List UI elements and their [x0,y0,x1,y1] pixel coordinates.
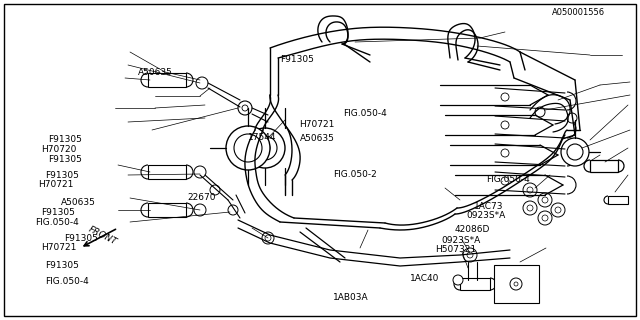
Circle shape [538,193,552,207]
Text: FIG.050-4: FIG.050-4 [486,175,530,184]
Text: FIG.050-4: FIG.050-4 [45,277,88,286]
Text: H70720: H70720 [42,145,77,154]
Text: H70721: H70721 [38,180,74,189]
Circle shape [501,149,509,157]
Circle shape [523,201,537,215]
Circle shape [210,185,220,195]
Bar [590,160,618,172]
Circle shape [535,107,545,117]
Bar [148,203,186,217]
Circle shape [501,121,509,129]
Circle shape [542,197,548,203]
Circle shape [196,77,208,89]
Text: 0923S*A: 0923S*A [442,236,481,245]
Text: A050001556: A050001556 [552,8,605,17]
Circle shape [501,177,509,185]
Circle shape [567,113,577,123]
Circle shape [463,248,477,262]
Text: 22670: 22670 [187,193,216,202]
Text: H70721: H70721 [300,120,335,129]
Text: 42086D: 42086D [454,225,490,234]
Circle shape [453,275,463,285]
Circle shape [242,105,248,111]
Bar [494,265,539,303]
Text: A50635: A50635 [300,134,334,143]
Text: H507321: H507321 [435,245,476,254]
Circle shape [228,205,238,215]
Text: F91305: F91305 [45,261,79,270]
Text: F91305: F91305 [48,155,82,164]
Circle shape [538,211,552,225]
Text: 1AC40: 1AC40 [410,274,439,283]
Circle shape [226,126,270,170]
Circle shape [527,205,533,211]
Text: F91305: F91305 [280,55,314,64]
Circle shape [197,78,207,88]
Text: 1AC73: 1AC73 [474,202,503,211]
Text: F91305: F91305 [45,171,79,180]
Text: A50635: A50635 [61,198,95,207]
Text: FIG.050-2: FIG.050-2 [333,170,376,179]
Text: A50635: A50635 [138,68,172,77]
Bar [608,196,628,204]
Text: FIG.050-4: FIG.050-4 [35,218,79,227]
Text: 17544: 17544 [248,133,277,142]
Bar [148,73,186,87]
Circle shape [501,93,509,101]
Circle shape [555,207,561,213]
Circle shape [527,187,533,193]
Circle shape [551,203,565,217]
Circle shape [542,215,548,221]
Text: F91305: F91305 [42,208,76,217]
Circle shape [510,278,522,290]
Text: F91305: F91305 [48,135,82,144]
Text: FRONT: FRONT [87,225,119,247]
Circle shape [194,204,206,216]
Circle shape [260,143,270,153]
Circle shape [238,101,252,115]
Circle shape [523,183,537,197]
Text: 0923S*A: 0923S*A [466,211,505,220]
Circle shape [194,166,206,178]
Bar [148,165,186,179]
Text: F91305: F91305 [64,234,98,243]
Bar [460,278,490,290]
Text: FIG.050-4: FIG.050-4 [343,109,387,118]
Circle shape [262,232,274,244]
Circle shape [561,138,589,166]
Text: 1AB03A: 1AB03A [333,293,369,302]
Circle shape [245,128,285,168]
Text: H70721: H70721 [42,244,77,252]
